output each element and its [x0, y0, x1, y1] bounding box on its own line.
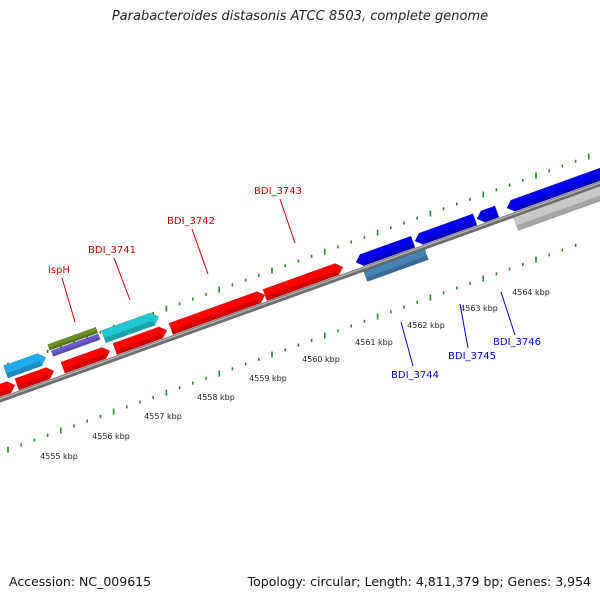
cds-forward-block-shade	[265, 270, 339, 301]
backbone-highlight	[0, 182, 600, 400]
feature-grey-shade	[516, 195, 600, 231]
gene-label: BDI_3743	[254, 186, 302, 197]
gene-label: BDI_3745	[448, 351, 496, 362]
genome-summary: Topology: circular; Length: 4,811,379 bp…	[247, 574, 591, 589]
leader-line	[279, 198, 296, 244]
feature-steel	[363, 248, 429, 282]
leader-line	[61, 277, 76, 323]
gene-labels: ispH BDI_3741 BDI_3742 BDI_3743 BDI_3744 BDI_…	[48, 186, 541, 381]
kbp-tick-label: 4564 kbp	[512, 288, 550, 297]
cds-reverse-block	[476, 205, 500, 223]
kbp-tick-label: 4558 kbp	[197, 393, 235, 402]
cds-reverse-block-shade	[421, 220, 477, 245]
cds-reverse-block-shade	[513, 175, 600, 212]
map-title: Parabacteroides distasonis ATCC 8503, co…	[111, 9, 489, 24]
feature-cyan-shade	[104, 320, 155, 343]
feature-steel-shade	[365, 255, 429, 282]
gene-label: BDI_3742	[167, 216, 215, 227]
cds-forward-block-shade	[0, 388, 11, 397]
gene-label: BDI_3746	[493, 337, 541, 348]
cds-forward-block-shade	[115, 333, 163, 355]
inner-tick-marks	[7, 243, 577, 453]
label-leader-lines	[61, 198, 516, 367]
leader-line	[459, 303, 469, 349]
leader-line	[500, 291, 516, 336]
kbp-tick-labels: 4555 kbp 4556 kbp 4557 kbp 4558 kbp 4559 kbp…	[40, 288, 550, 461]
kbp-tick-label: 4561 kbp	[355, 338, 393, 347]
gene-label: BDI_3741	[88, 245, 136, 256]
cds-forward-block	[168, 291, 266, 335]
kbp-tick-label: 4557 kbp	[144, 412, 182, 421]
feature-purple	[50, 333, 101, 357]
cds-forward-block	[60, 347, 111, 374]
feature-grey	[513, 185, 600, 231]
kbp-tick-label: 4556 kbp	[92, 432, 130, 441]
kbp-tick-label: 4560 kbp	[302, 355, 340, 364]
cds-forward-block	[112, 326, 168, 356]
cds-forward-block-shade	[171, 298, 261, 335]
cds-reverse-block-shade	[483, 212, 499, 223]
feature-olive	[47, 326, 99, 351]
cds-forward-block	[0, 381, 16, 398]
kbp-tick-label: 4562 kbp	[407, 321, 445, 330]
cds-reverse-block	[355, 235, 416, 267]
cds-reverse-block-shade	[362, 243, 415, 266]
feature-track	[0, 167, 600, 398]
kbp-tick-label: 4555 kbp	[40, 452, 78, 461]
feature-light-blue	[3, 353, 47, 379]
feature-light-blue-shade	[6, 361, 42, 379]
cds-reverse-block	[414, 213, 478, 245]
feature-cyan	[101, 312, 160, 344]
leader-line	[191, 228, 209, 275]
cds-forward-block	[262, 263, 344, 302]
genome-backbone	[0, 181, 600, 403]
kbp-tick-label: 4563 kbp	[460, 304, 498, 313]
leader-line	[400, 321, 414, 367]
kbp-tick-label: 4559 kbp	[249, 374, 287, 383]
gene-label: ispH	[48, 265, 70, 276]
gene-label: BDI_3744	[391, 370, 439, 381]
leader-line	[113, 257, 131, 301]
backbone-line	[0, 181, 600, 403]
cds-forward-block-shade	[17, 374, 50, 390]
accession-label: Accession: NC_009615	[9, 574, 152, 589]
feature-purple-shade	[52, 337, 101, 357]
cds-forward-block-shade	[63, 354, 106, 374]
cds-reverse-block	[506, 167, 600, 212]
feature-olive-shade	[49, 330, 98, 351]
cds-forward-block	[14, 367, 55, 391]
